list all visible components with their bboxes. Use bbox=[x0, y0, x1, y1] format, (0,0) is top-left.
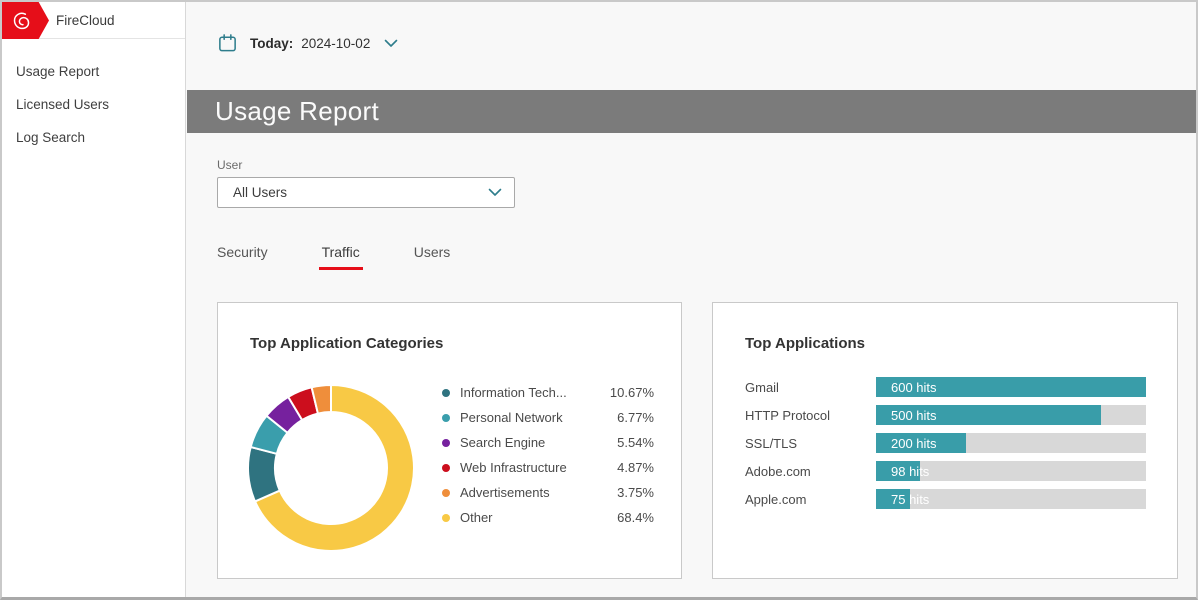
bar-value: 200 hits bbox=[891, 435, 937, 451]
legend-row: Web Infrastructure 4.87% bbox=[442, 455, 654, 480]
brand-header: FireCloud bbox=[2, 2, 185, 39]
brand-name: FireCloud bbox=[56, 13, 115, 28]
legend-value: 6.77% bbox=[617, 410, 654, 425]
legend-dot-icon bbox=[442, 438, 450, 447]
bar-label: Adobe.com bbox=[745, 463, 811, 479]
chevron-down-icon bbox=[488, 188, 502, 197]
legend-value: 3.75% bbox=[617, 485, 654, 500]
bar-label: Gmail bbox=[745, 379, 779, 395]
legend-label: Personal Network bbox=[460, 410, 563, 425]
bar-fill bbox=[876, 377, 1146, 397]
page-title: Usage Report bbox=[215, 96, 380, 126]
bar-track: 98 hits bbox=[876, 461, 1146, 481]
donut-chart bbox=[247, 384, 415, 552]
user-filter-label: User bbox=[217, 158, 243, 172]
bar-label: HTTP Protocol bbox=[745, 407, 831, 423]
top-applications-card: Top Applications Gmail 600 hits HTTP Proto… bbox=[712, 302, 1178, 579]
legend-dot-icon bbox=[442, 388, 450, 397]
donut-segment-advertisements bbox=[310, 384, 332, 415]
legend-dot-icon bbox=[442, 463, 450, 472]
chevron-down-icon bbox=[384, 39, 398, 48]
legend-label: Information Tech... bbox=[460, 385, 567, 400]
legend-row: Other 68.4% bbox=[442, 505, 654, 530]
legend-dot-icon bbox=[442, 413, 450, 422]
sidebar-item-log-search[interactable]: Log Search bbox=[16, 130, 86, 145]
legend-row: Personal Network 6.77% bbox=[442, 405, 654, 430]
user-select-dropdown[interactable]: All Users bbox=[217, 177, 515, 208]
legend-dot-icon bbox=[442, 513, 450, 522]
bar-value: 500 hits bbox=[891, 407, 937, 423]
bar-fill bbox=[876, 405, 1101, 425]
date-value: 2024-10-02 bbox=[301, 35, 371, 51]
date-picker[interactable]: Today: 2024-10-02 bbox=[217, 30, 398, 56]
flame-icon bbox=[13, 12, 30, 29]
tab-users[interactable]: Users bbox=[413, 244, 451, 260]
calendar-icon bbox=[217, 33, 238, 54]
bar-chart: Gmail 600 hits HTTP Protocol 500 hits SSL/TL… bbox=[745, 377, 1146, 517]
bar-track: 600 hits bbox=[876, 377, 1146, 397]
card-title: Top Application Categories bbox=[250, 335, 444, 352]
bar-label: Apple.com bbox=[745, 491, 807, 507]
legend-value: 4.87% bbox=[617, 460, 654, 475]
legend-value: 5.54% bbox=[617, 435, 654, 450]
legend-row: Advertisements 3.75% bbox=[442, 480, 654, 505]
legend-dot-icon bbox=[442, 488, 450, 497]
legend-label: Search Engine bbox=[460, 435, 546, 450]
tab-traffic[interactable]: Traffic bbox=[318, 240, 363, 270]
legend-value: 68.4% bbox=[617, 510, 654, 525]
donut-segment-information-tech- bbox=[247, 445, 282, 503]
donut-legend: Information Tech... 10.67% Personal Networ… bbox=[442, 380, 654, 530]
card-title: Top Applications bbox=[745, 335, 865, 352]
legend-value: 10.67% bbox=[609, 385, 654, 400]
bar-value: 75 hits bbox=[891, 491, 930, 507]
bar-row: HTTP Protocol 500 hits bbox=[745, 405, 1146, 425]
sidebar-item-usage-report[interactable]: Usage Report bbox=[16, 64, 100, 79]
bar-row: Gmail 600 hits bbox=[745, 377, 1146, 397]
user-select-value: All Users bbox=[233, 185, 288, 200]
sidebar-nav: Usage Report Licensed Users Log Search bbox=[2, 39, 185, 154]
bar-track: 75 hits bbox=[876, 489, 1146, 509]
donut-segment-other bbox=[253, 384, 415, 552]
bar-track: 200 hits bbox=[876, 433, 1146, 453]
date-label: Today: bbox=[250, 35, 294, 51]
bar-row: Adobe.com 98 hits bbox=[745, 461, 1146, 481]
sidebar: FireCloud Usage Report Licensed Users Log … bbox=[2, 2, 186, 597]
legend-row: Information Tech... 10.67% bbox=[442, 380, 654, 405]
tab-security[interactable]: Security bbox=[217, 244, 268, 260]
sidebar-item-licensed-users[interactable]: Licensed Users bbox=[16, 97, 110, 112]
bar-value: 98 hits bbox=[891, 463, 930, 479]
legend-label: Advertisements bbox=[460, 485, 550, 500]
bar-value: 600 hits bbox=[891, 379, 937, 395]
bar-label: SSL/TLS bbox=[745, 435, 798, 451]
bar-track: 500 hits bbox=[876, 405, 1146, 425]
page-banner: Usage Report bbox=[187, 90, 1196, 133]
top-application-categories-card: Top Application Categories Information T… bbox=[217, 302, 682, 579]
bar-row: SSL/TLS 200 hits bbox=[745, 433, 1146, 453]
bar-fill bbox=[876, 461, 921, 481]
bar-fill bbox=[876, 433, 966, 453]
legend-label: Other bbox=[460, 510, 493, 525]
bar-row: Apple.com 75 hits bbox=[745, 489, 1146, 509]
main-content: Today: 2024-10-02 Usage Report User All … bbox=[187, 2, 1196, 597]
watchguard-flag-logo bbox=[2, 2, 49, 39]
report-tabs: Security Traffic Users bbox=[215, 240, 452, 270]
bar-fill bbox=[876, 489, 910, 509]
legend-label: Web Infrastructure bbox=[460, 460, 567, 475]
legend-row: Search Engine 5.54% bbox=[442, 430, 654, 455]
